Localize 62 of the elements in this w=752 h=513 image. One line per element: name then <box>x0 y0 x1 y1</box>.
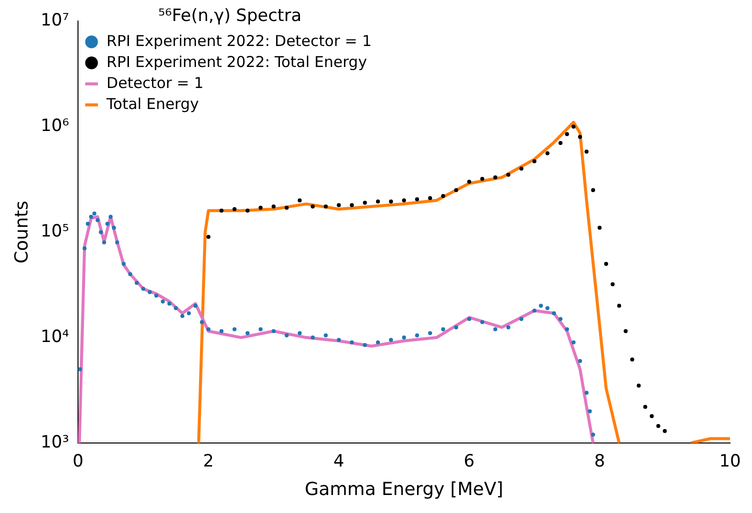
point <box>467 180 472 184</box>
x-tick-label: 6 <box>464 452 475 472</box>
point <box>624 329 628 334</box>
x-tick-label: 4 <box>333 452 344 472</box>
x-tick-label: 10 <box>719 452 741 472</box>
point <box>232 207 237 212</box>
point <box>650 414 654 418</box>
point <box>428 196 432 200</box>
point <box>617 304 622 308</box>
x-axis-title: Gamma Energy [MeV] <box>304 478 504 500</box>
point <box>578 134 582 139</box>
point <box>272 204 276 208</box>
y-tick-label: 10⁵ <box>40 222 70 242</box>
point <box>519 166 524 171</box>
point <box>376 200 380 204</box>
point <box>662 428 667 433</box>
x-tick-label: 0 <box>72 452 84 472</box>
point <box>591 188 596 192</box>
point <box>206 234 210 239</box>
point <box>219 208 224 213</box>
point <box>246 208 250 213</box>
point <box>493 175 498 180</box>
point <box>336 203 341 208</box>
legend-label: RPI Experiment 2022: Total Energy <box>106 52 368 71</box>
point <box>441 194 446 198</box>
y-axis-title: Counts <box>11 200 32 264</box>
point <box>656 424 660 428</box>
point <box>558 140 562 145</box>
point <box>630 357 634 362</box>
point <box>565 132 570 136</box>
y-tick-label: 10³ <box>40 432 70 452</box>
point <box>572 124 576 129</box>
legend-label: RPI Experiment 2022: Detector = 1 <box>106 32 372 50</box>
point <box>604 262 608 266</box>
legend-title: ⁵⁶Fe(n,γ) Spectra <box>158 6 302 26</box>
point <box>388 200 393 204</box>
point <box>506 172 510 177</box>
legend-label: Total Energy <box>106 94 199 113</box>
y-tick-label: 10⁷ <box>40 10 70 31</box>
point <box>532 159 536 164</box>
point <box>636 384 641 388</box>
point <box>324 204 328 208</box>
legend-label: Detector = 1 <box>106 74 204 92</box>
point <box>402 198 406 202</box>
point <box>298 198 302 202</box>
point <box>545 151 550 156</box>
point <box>350 203 354 208</box>
point <box>643 404 648 409</box>
point <box>454 188 458 192</box>
point <box>584 150 589 154</box>
point <box>415 197 420 202</box>
point <box>258 206 263 210</box>
point <box>480 176 484 181</box>
point <box>610 282 615 286</box>
x-tick-label: 8 <box>594 452 606 472</box>
y-tick-label: 10⁴ <box>40 326 70 347</box>
point <box>310 204 315 208</box>
point <box>598 226 602 230</box>
point <box>362 200 367 205</box>
x-tick-label: 2 <box>203 452 214 472</box>
point <box>284 206 289 210</box>
y-tick-label: 10⁶ <box>40 116 70 136</box>
